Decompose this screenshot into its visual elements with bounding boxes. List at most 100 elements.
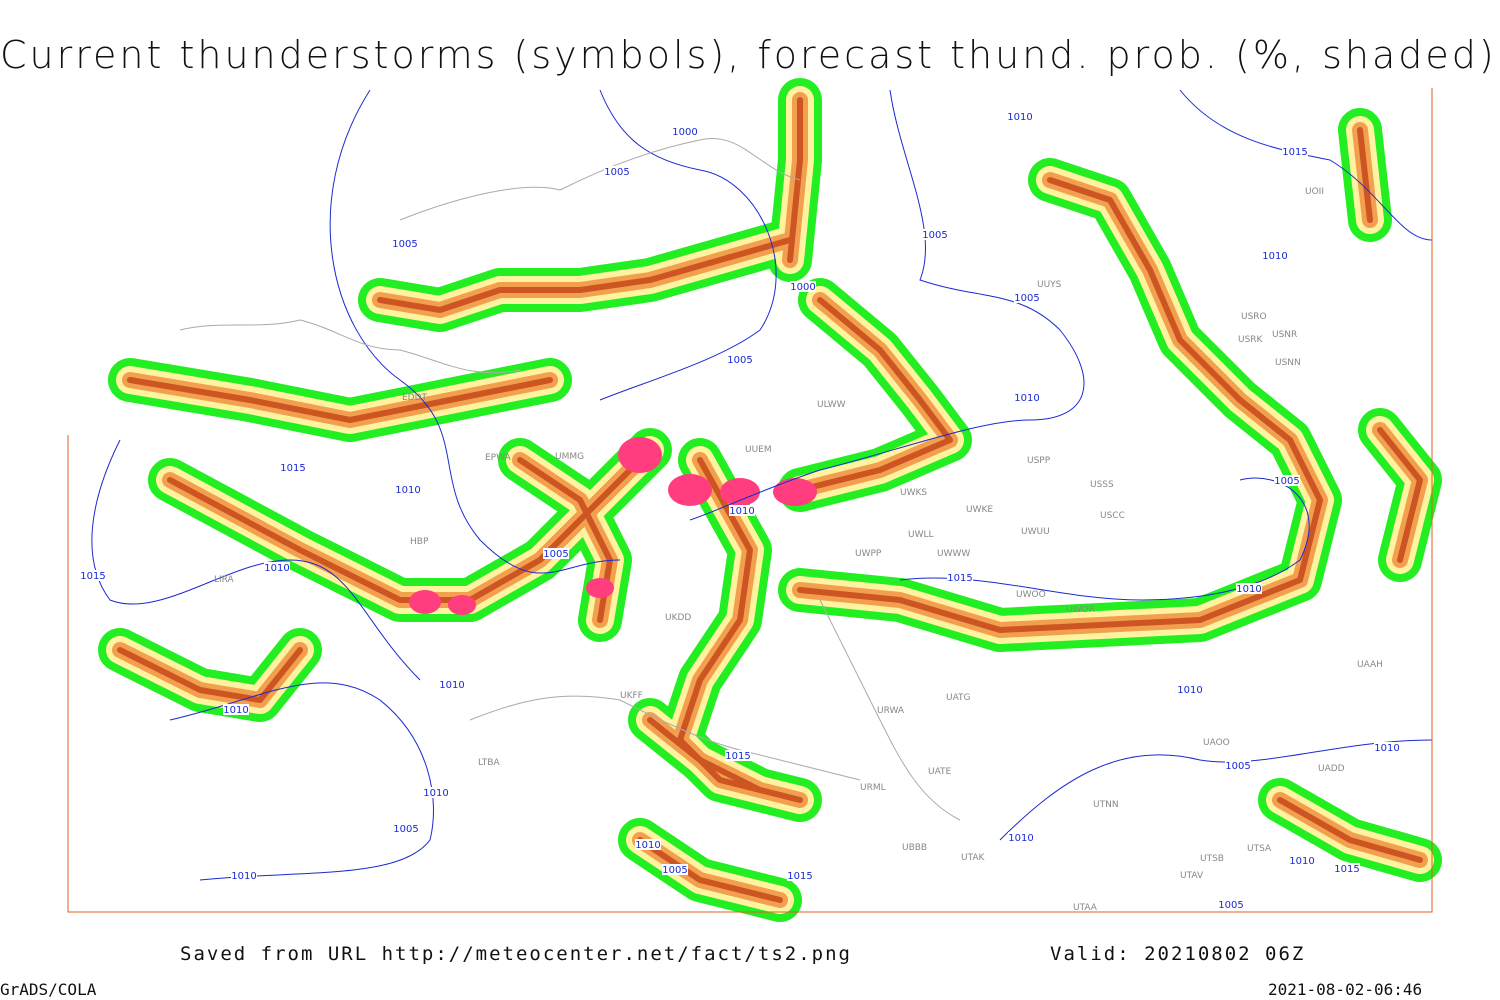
- isobar-label: 1015: [787, 871, 812, 882]
- isobar-label-bg: [1008, 832, 1034, 843]
- isobar-label: 1010: [423, 788, 448, 799]
- probability-shading: [98, 78, 1442, 922]
- station-label: UWUU: [1021, 527, 1050, 537]
- isobar-label-bg: [1282, 146, 1308, 157]
- isobar-label-bg: [922, 229, 948, 240]
- isobar-label-bg: [1177, 684, 1203, 695]
- isobar-label-bg: [635, 839, 661, 850]
- isobar-label: 1005: [662, 865, 687, 876]
- isobar-label: 1010: [1262, 251, 1287, 262]
- isobar-label-bg: [80, 570, 106, 581]
- station-label: UATE: [928, 767, 952, 777]
- isobar-label: 1010: [1008, 833, 1033, 844]
- station-label: EPWA: [485, 453, 512, 463]
- title: Current thunderstorms (symbols), forecas…: [0, 33, 1497, 77]
- isobar-label: 1005: [392, 239, 417, 250]
- isobar-label-bg: [1274, 475, 1300, 486]
- isobar-label: 1005: [1274, 476, 1299, 487]
- station-label: UTAV: [1180, 871, 1204, 881]
- map-frame: [67, 88, 1433, 913]
- station-label: UKDD: [665, 613, 691, 623]
- station-label: USNN: [1275, 358, 1301, 368]
- station-label: UWPP: [855, 549, 882, 559]
- station-label: USPP: [1027, 456, 1051, 466]
- station-label: UADD: [1318, 764, 1345, 774]
- isobar-label-bg: [393, 823, 419, 834]
- isobar-label: 1005: [543, 549, 568, 560]
- isobar-label-bg: [729, 505, 755, 516]
- isobar-label-bg: [1236, 583, 1262, 594]
- storm-area: [448, 595, 476, 615]
- isobar-label: 1005: [1225, 761, 1250, 772]
- station-label: UAOO: [1203, 738, 1230, 748]
- isobar-label-bg: [395, 484, 421, 495]
- station-label: URWA: [877, 706, 905, 716]
- station-label: UAAH: [1357, 660, 1383, 670]
- shading-band: [1357, 127, 1373, 223]
- isobar-label: 1010: [439, 680, 464, 691]
- isobar-label-bg: [231, 870, 257, 881]
- coastline: [469, 695, 861, 781]
- isobar-label: 1015: [280, 463, 305, 474]
- isobar-label-bg: [1374, 742, 1400, 753]
- isobar-label: 1015: [947, 573, 972, 584]
- isobar-label-bg: [264, 562, 290, 573]
- isobar-label: 1005: [1014, 293, 1039, 304]
- station-label: UMMG: [555, 452, 584, 462]
- isobar: [689, 89, 1085, 521]
- station-label: USCC: [1100, 511, 1125, 521]
- shading-band: [377, 237, 793, 313]
- map-labels: 1000 1005 1005 1000 1005 1005 1010 1015 1010 1005…: [80, 111, 1400, 913]
- timestamp: 2021-08-02-06:46: [1268, 980, 1422, 999]
- station-label: USRO: [1241, 312, 1267, 322]
- isobar-label-bg: [280, 462, 306, 473]
- isobar: [1179, 89, 1433, 241]
- isobar-label-bg: [392, 238, 418, 249]
- coastline: [399, 137, 801, 221]
- isobar: [169, 682, 434, 881]
- isobar-label-bg: [662, 864, 688, 875]
- isobar-label: 1010: [1014, 393, 1039, 404]
- station-label: USSS: [1090, 480, 1114, 490]
- station-label: UWOO: [1016, 590, 1046, 600]
- station-label: EDDT: [402, 393, 428, 403]
- shading-band: [117, 647, 303, 703]
- isobar-label-bg: [1225, 760, 1251, 771]
- storm-area: [720, 478, 760, 506]
- coastlines: [179, 137, 961, 821]
- station-label: LTBA: [478, 758, 500, 768]
- isobar-label-bg: [604, 166, 630, 177]
- isobar-label: 1010: [264, 563, 289, 574]
- valid-time: Valid: 20210802 06Z: [1050, 943, 1305, 965]
- isobar-label-bg: [439, 679, 465, 690]
- isobar-label: 1015: [1334, 864, 1359, 875]
- station-label: UTSB: [1200, 854, 1224, 864]
- station-label: UWKE: [966, 505, 993, 515]
- isobar-label-bg: [725, 750, 751, 761]
- isobar-label-bg: [790, 281, 816, 292]
- station-label: UTAA: [1073, 903, 1098, 913]
- isobar-label-bg: [1218, 899, 1244, 910]
- software: GrADS/COLA: [0, 980, 97, 999]
- isobar-label: 1000: [790, 282, 815, 293]
- isobar-label-bg: [1007, 111, 1033, 122]
- isobar-label-bg: [787, 870, 813, 881]
- station-label: UUYS: [1037, 280, 1062, 290]
- shading-band: [1277, 797, 1423, 863]
- isobar-label: 1005: [1218, 900, 1243, 911]
- isobar: [999, 739, 1433, 841]
- isobar-label-bg: [947, 572, 973, 583]
- isobar-label: 1015: [80, 571, 105, 582]
- station-label: UWKS: [900, 488, 927, 498]
- isobar: [91, 439, 421, 681]
- isobar-label-bg: [672, 126, 698, 137]
- isobar-label: 1010: [635, 840, 660, 851]
- storm-area: [773, 478, 817, 506]
- isobar-label: 1015: [725, 751, 750, 762]
- station-label: UWWW: [937, 549, 970, 559]
- isobar-label: 1005: [727, 355, 752, 366]
- isobar-label: 1005: [604, 167, 629, 178]
- map: 1000 1005 1005 1000 1005 1005 1010 1015 1010 1005…: [67, 78, 1442, 922]
- shading-band: [797, 297, 953, 493]
